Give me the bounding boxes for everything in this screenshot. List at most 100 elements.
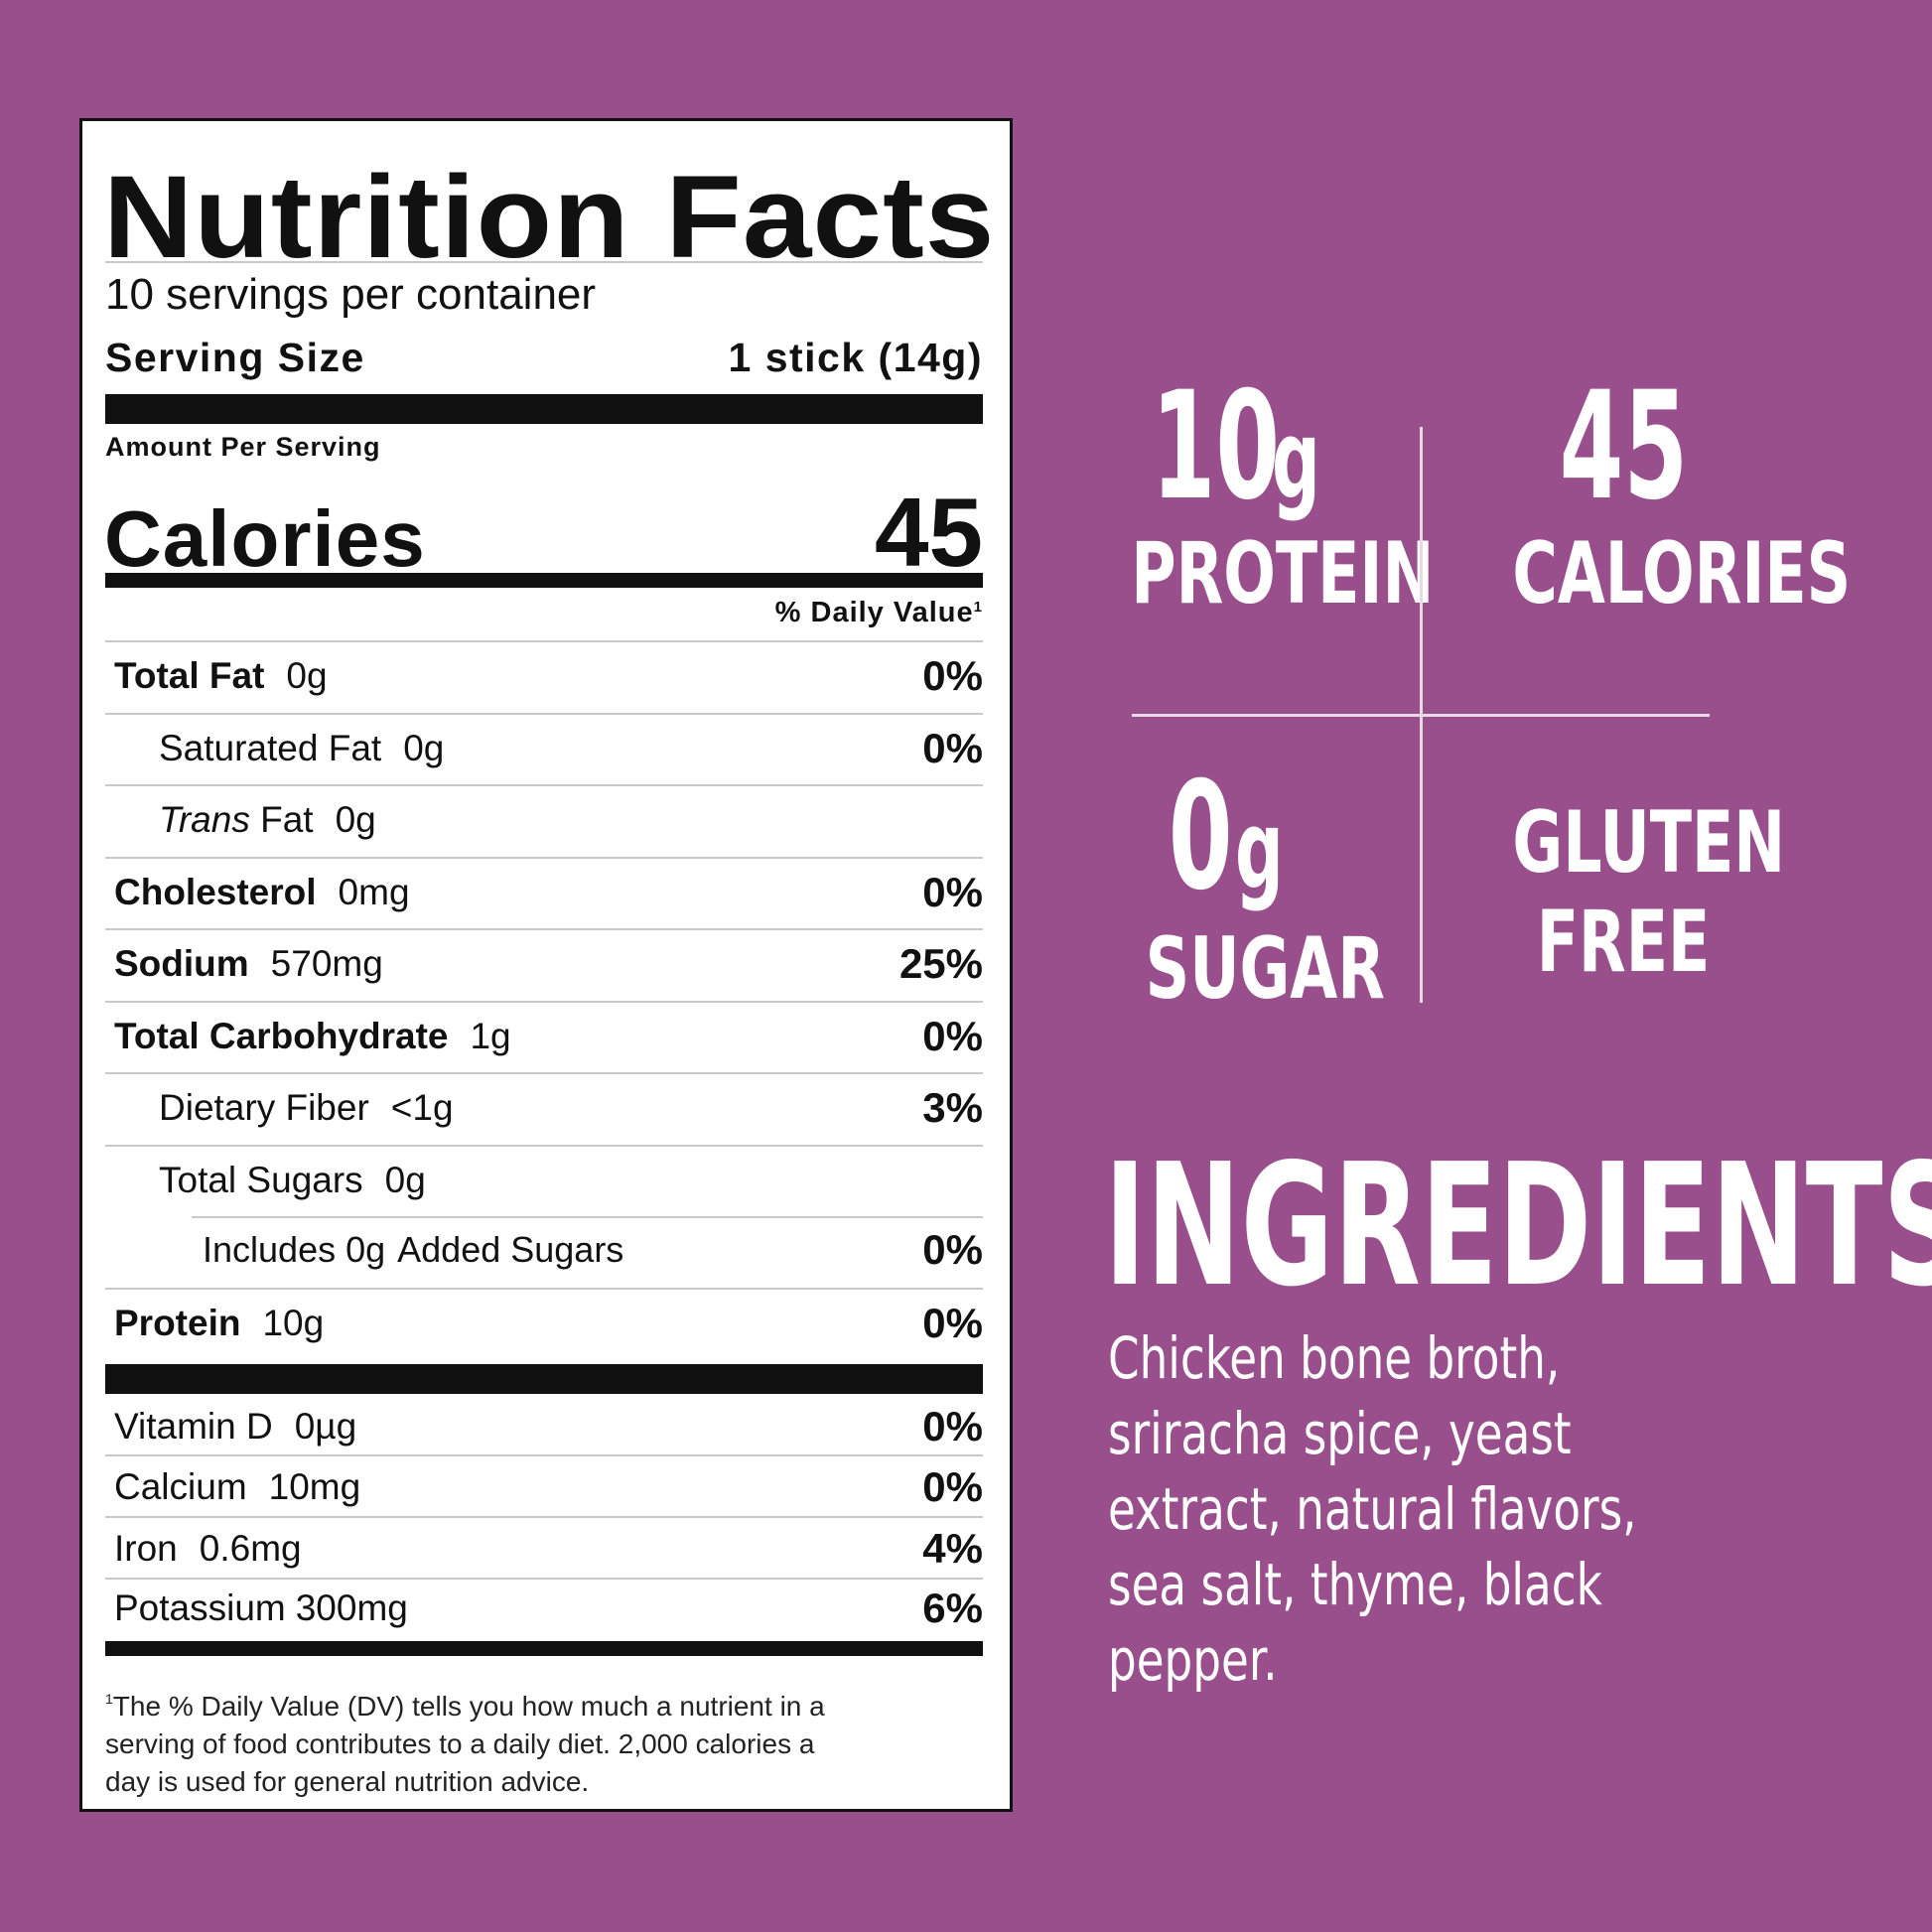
- highlight-sugar: 0g SUGAR: [1112, 751, 1385, 1019]
- sugar-unit: g: [1234, 786, 1284, 913]
- highlight-protein: 10g PROTEIN: [1092, 360, 1435, 623]
- gluten-line2: FREE: [1536, 893, 1711, 992]
- divider: [105, 1578, 983, 1580]
- vitamin-row-calcium: Calcium 10mg 0%: [105, 1458, 983, 1516]
- nutrient-daily-value: 0%: [922, 652, 983, 699]
- nutrient-row-trans-fat: Trans Fat 0g: [105, 790, 983, 850]
- vitamin-amount: 0.6mg: [199, 1528, 302, 1569]
- nutrient-name: Saturated Fat: [159, 728, 382, 768]
- highlight-calories: 45 CALORIES: [1469, 360, 1852, 623]
- nutrient-daily-value: 3%: [922, 1084, 983, 1131]
- nutrient-amount: <1g: [390, 1087, 454, 1128]
- protein-unit: g: [1272, 396, 1320, 523]
- highlight-gluten-free: GLUTEN FREE: [1469, 793, 1786, 992]
- nutrient-daily-value: 0%: [922, 725, 983, 771]
- divider: [105, 1072, 983, 1074]
- divider: [105, 1288, 983, 1290]
- nutrient-amount: 0mg: [338, 872, 410, 912]
- medium-divider: [105, 1641, 983, 1656]
- vitamin-name: Calcium: [114, 1466, 247, 1507]
- thick-divider: [105, 1364, 983, 1394]
- sugar-number: 0: [1169, 751, 1233, 923]
- nutrient-name: Protein: [114, 1303, 241, 1343]
- amount-per-serving: Amount Per Serving: [105, 432, 381, 462]
- vitamin-daily-value: 6%: [922, 1585, 983, 1631]
- nutrient-amount: 10g: [262, 1303, 325, 1343]
- divider: [192, 1216, 983, 1218]
- vitamin-name: Vitamin D: [114, 1406, 273, 1447]
- protein-label: PROTEIN: [1131, 524, 1435, 623]
- vitamin-daily-value: 0%: [922, 1403, 983, 1449]
- sugar-label: SUGAR: [1145, 919, 1385, 1019]
- gluten-line1: GLUTEN: [1512, 793, 1786, 893]
- vitamin-amount: 300mg: [295, 1587, 408, 1628]
- divider: [105, 1145, 983, 1147]
- nutrient-amount: 0g: [384, 1160, 426, 1200]
- nutrient-row-added-sugars: Includes 0g Added Sugars 0%: [105, 1220, 983, 1280]
- nutrient-daily-value: 0%: [922, 1226, 983, 1273]
- nutrient-name: Sodium: [114, 943, 249, 984]
- nutrient-row-total-sugars: Total Sugars 0g: [105, 1151, 983, 1210]
- divider: [105, 1454, 983, 1456]
- ingredients-text: Chicken bone broth, sriracha spice, yeas…: [1108, 1324, 1637, 1694]
- divider: [105, 857, 983, 859]
- vitamin-daily-value: 4%: [922, 1525, 983, 1572]
- divider: [105, 784, 983, 786]
- divider: [105, 928, 983, 930]
- calories-highlight-label: CALORIES: [1512, 524, 1852, 623]
- nutrition-facts-panel: Nutrition Facts 10 servings per containe…: [79, 118, 1013, 1812]
- nutrient-daily-value: 0%: [922, 1013, 983, 1059]
- vitamin-row-potassium: Potassium 300mg 6%: [105, 1580, 983, 1637]
- vitamin-row-iron: Iron 0.6mg 4%: [105, 1520, 983, 1578]
- daily-value-footnote: 1The % Daily Value (DV) tells you how mu…: [105, 1691, 825, 1797]
- nutrient-amount: Added Sugars: [397, 1229, 624, 1270]
- vitamin-amount: 10mg: [268, 1466, 361, 1507]
- nutrient-amount: 570mg: [270, 943, 383, 984]
- serving-size-label: Serving Size: [105, 335, 365, 380]
- nutrient-name: Total Carbohydrate: [114, 1016, 449, 1056]
- nutrient-row-total-fat: Total Fat 0g 0%: [105, 646, 983, 706]
- nutrient-row-saturated-fat: Saturated Fat 0g 0%: [105, 719, 983, 778]
- nutrient-amount: 0g: [335, 799, 376, 840]
- calories-value: 45: [874, 478, 983, 587]
- footnote-mark: 1: [105, 1691, 113, 1707]
- nutrient-daily-value: 25%: [898, 940, 983, 987]
- nutrient-daily-value: 0%: [922, 1300, 983, 1346]
- medium-divider: [105, 573, 983, 588]
- ingredients-title: INGREDIENTS: [1104, 1128, 1932, 1324]
- nutrition-facts-title: Nutrition Facts: [103, 152, 996, 283]
- nutrient-name: Total Sugars: [159, 1160, 363, 1200]
- vitamin-amount: 0µg: [294, 1406, 357, 1447]
- nutrient-amount: 0g: [286, 655, 328, 696]
- nutrient-row-protein: Protein 10g 0%: [105, 1294, 983, 1353]
- nutrient-row-dietary-fiber: Dietary Fiber <1g 3%: [105, 1078, 983, 1138]
- serving-size-value: 1 stick (14g): [728, 335, 983, 380]
- highlights-horizontal-divider: [1132, 714, 1710, 717]
- nutrient-name: Trans Fat: [159, 799, 314, 840]
- nutrient-name: Cholesterol: [114, 872, 317, 912]
- divider: [105, 1516, 983, 1518]
- divider: [105, 261, 983, 263]
- vitamin-name: Potassium: [114, 1587, 286, 1628]
- thick-divider: [105, 394, 983, 424]
- daily-value-footnote-mark: 1: [973, 599, 983, 616]
- nutrient-row-sodium: Sodium 570mg 25%: [105, 934, 983, 994]
- nutrient-name: Includes 0g: [203, 1229, 386, 1270]
- divider: [105, 1001, 983, 1003]
- vitamin-daily-value: 0%: [922, 1463, 983, 1510]
- calories-label: Calories: [104, 494, 426, 583]
- daily-value-header: % Daily Value1: [774, 597, 983, 628]
- protein-number: 10: [1151, 360, 1281, 533]
- nutrient-row-cholesterol: Cholesterol 0mg 0%: [105, 863, 983, 922]
- nutrient-name: Total Fat: [114, 655, 265, 696]
- nutrient-amount: 0g: [403, 728, 445, 768]
- calories-number: 45: [1559, 360, 1688, 533]
- nutrient-daily-value: 0%: [922, 869, 983, 915]
- divider: [105, 713, 983, 715]
- nutrient-row-total-carbohydrate: Total Carbohydrate 1g 0%: [105, 1007, 983, 1066]
- nutrient-name: Dietary Fiber: [159, 1087, 369, 1128]
- servings-per-container: 10 servings per container: [105, 270, 597, 319]
- nutrient-amount: 1g: [470, 1016, 511, 1056]
- divider: [105, 640, 983, 642]
- vitamin-name: Iron: [114, 1528, 178, 1569]
